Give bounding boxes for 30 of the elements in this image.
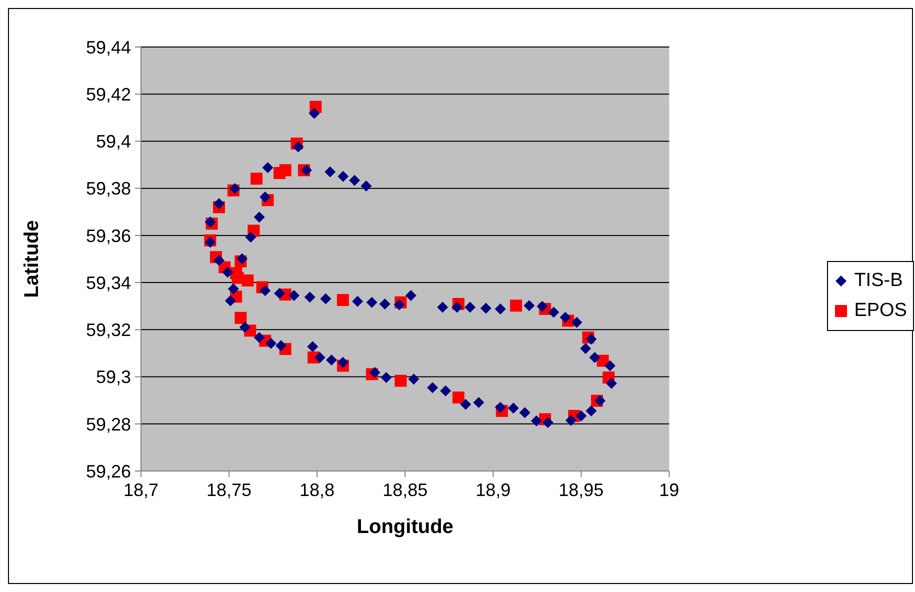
point <box>234 312 247 324</box>
x-tick-label: 18,8 <box>300 480 335 500</box>
y-tick-label: 59,38 <box>86 178 131 199</box>
point <box>510 300 522 312</box>
x-tick-label: 18,75 <box>206 480 252 500</box>
y-tick-label: 59,42 <box>86 84 131 104</box>
y-tick-label: 59,36 <box>86 226 131 246</box>
y-tick-label: 59,28 <box>86 414 131 434</box>
point <box>274 167 286 180</box>
y-tick-label: 59,34 <box>86 272 131 293</box>
y-tick-label: 59,26 <box>86 461 131 482</box>
y-tick-label: 59,44 <box>86 37 131 58</box>
point <box>452 392 464 404</box>
legend-label: EPOS <box>854 299 907 323</box>
legend-label: TIS-B <box>854 269 903 293</box>
point <box>250 172 262 185</box>
y-tick-label: 59,32 <box>86 320 131 340</box>
x-tick-label: 18,95 <box>558 480 604 500</box>
point <box>230 267 242 280</box>
point <box>242 274 254 286</box>
x-tick-label: 18,9 <box>476 480 511 500</box>
x-tick-label: 18,7 <box>123 480 159 500</box>
x-axis-title: Longitude <box>356 516 454 538</box>
point <box>394 374 407 387</box>
point <box>336 294 349 306</box>
y-tick-label: 59,4 <box>96 132 131 152</box>
y-tick-label: 59,3 <box>96 367 131 388</box>
x-tick-label: 19 <box>659 480 680 500</box>
y-axis-title: Latitude <box>21 220 44 298</box>
x-tick-label: 18,85 <box>382 480 428 500</box>
